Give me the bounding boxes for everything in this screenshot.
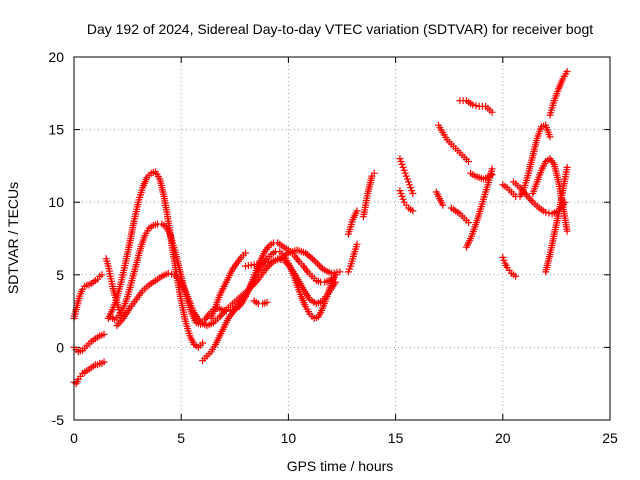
- y-tick-label: 10: [48, 194, 64, 210]
- series-arc22: [467, 169, 496, 183]
- series-arc10: [242, 246, 344, 277]
- y-tick-label: 0: [56, 339, 64, 355]
- series-arc23: [499, 253, 520, 280]
- series-arc27: [542, 163, 571, 276]
- series-arc12: [344, 240, 361, 276]
- x-tick-label: 20: [495, 430, 511, 446]
- x-tick-label: 0: [70, 430, 78, 446]
- series-arc13: [344, 207, 361, 238]
- y-tick-label: 15: [48, 122, 64, 138]
- plus-markers: [359, 169, 378, 221]
- data-points: [70, 68, 571, 388]
- x-tick-label: 10: [281, 430, 297, 446]
- series-arc20: [456, 97, 496, 116]
- plus-markers: [546, 68, 571, 119]
- plus-markers: [396, 155, 417, 197]
- series-arc11: [250, 297, 271, 308]
- plus-markers: [542, 163, 571, 276]
- x-tick-label: 5: [177, 430, 185, 446]
- plus-markers: [70, 271, 106, 322]
- plus-markers: [207, 249, 249, 322]
- grid: [74, 57, 610, 420]
- series-arc2: [70, 271, 106, 322]
- series-arc14: [359, 169, 378, 221]
- x-axis-label: GPS time / hours: [287, 458, 394, 474]
- y-tick-label: 20: [48, 49, 64, 65]
- plus-markers: [344, 207, 361, 238]
- plus-markers: [447, 204, 472, 226]
- x-tick-label: 25: [602, 430, 618, 446]
- axis-ticks: 0 5 10 15 20 25 -5 0 5 10 15 20: [48, 49, 618, 446]
- plus-markers: [467, 169, 496, 183]
- series-arc1: [70, 358, 108, 388]
- series-arc18: [435, 121, 472, 165]
- x-tick-label: 15: [388, 430, 404, 446]
- series-arc15: [396, 155, 417, 197]
- series-arc28: [546, 68, 571, 119]
- series-arc9: [207, 249, 249, 322]
- plus-markers: [432, 188, 447, 209]
- plus-markers: [344, 240, 361, 276]
- plus-markers: [242, 246, 344, 277]
- plus-markers: [456, 97, 496, 116]
- plus-markers: [435, 121, 472, 165]
- series-arc19: [447, 204, 472, 226]
- plot-frame: [73, 56, 611, 421]
- series-arc16: [396, 187, 417, 215]
- series-arc3: [70, 330, 108, 356]
- chart-title: Day 192 of 2024, Sidereal Day-to-day VTE…: [87, 21, 593, 37]
- plus-markers: [70, 330, 108, 356]
- plus-markers: [396, 187, 417, 215]
- y-axis-label: SDTVAR / TECUs: [5, 182, 21, 294]
- plus-markers: [250, 297, 271, 308]
- series-arc17: [432, 188, 447, 209]
- plus-markers: [70, 358, 108, 388]
- y-tick-label: 5: [56, 267, 64, 283]
- y-tick-label: -5: [52, 412, 65, 428]
- plus-markers: [499, 253, 520, 280]
